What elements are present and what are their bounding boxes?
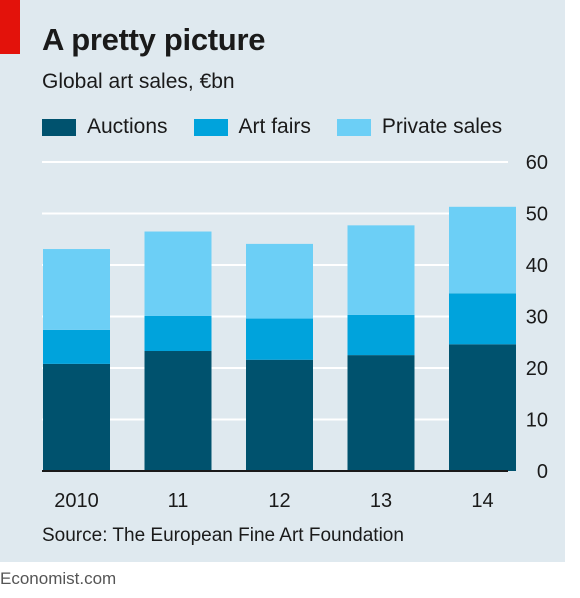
x-tick-label-12: 12 (268, 490, 290, 512)
legend-item-auctions: Auctions (42, 115, 168, 139)
brand-red-tag (0, 0, 20, 54)
bar-art-fairs-11 (144, 315, 212, 352)
bar-auctions-14 (449, 344, 516, 471)
y-tick-label-0: 0 (537, 461, 548, 483)
y-tick-label-20: 20 (526, 358, 548, 380)
legend-swatch-auctions (42, 118, 76, 136)
bar-private-sales-2010 (43, 249, 110, 330)
bar-private-sales-13 (347, 225, 415, 315)
chart-subtitle: Global art sales, €bn (42, 70, 235, 93)
legend-swatch-private-sales (336, 118, 371, 136)
bar-auctions-11 (144, 351, 212, 471)
bar-auctions-13 (347, 355, 415, 471)
bar-auctions-12 (246, 359, 313, 471)
y-tick-label-40: 40 (526, 255, 548, 277)
x-tick-label-14: 14 (471, 490, 493, 512)
bar-private-sales-14 (449, 206, 516, 294)
legend-label-private-sales: Private sales (381, 115, 503, 138)
y-tick-label-50: 50 (526, 204, 548, 226)
x-tick-label-13: 13 (370, 490, 392, 512)
bar-art-fairs-14 (449, 293, 516, 345)
bar-auctions-2010 (43, 363, 110, 471)
legend-item-art-fairs: Art fairs (193, 115, 311, 139)
bar-art-fairs-2010 (43, 329, 110, 364)
x-tick-label-11: 11 (168, 490, 189, 512)
legend-swatch-art-fairs (193, 118, 228, 136)
chart-title: A pretty picture (42, 22, 266, 57)
y-tick-label-60: 60 (526, 152, 548, 174)
y-tick-label-10: 10 (526, 410, 548, 432)
bar-art-fairs-12 (246, 318, 313, 360)
bar-private-sales-11 (144, 231, 212, 316)
footer-credit: Economist.com (0, 569, 117, 588)
legend: Auctions Art fairs Private sales (42, 112, 528, 142)
bar-art-fairs-13 (347, 314, 415, 356)
bar-private-sales-12 (246, 243, 313, 319)
source-note: Source: The European Fine Art Foundation (42, 525, 404, 546)
x-tick-label-2010: 2010 (54, 490, 99, 512)
y-tick-label-30: 30 (526, 307, 548, 329)
legend-item-private-sales: Private sales (336, 115, 503, 139)
legend-label-art-fairs: Art fairs (238, 115, 311, 138)
legend-label-auctions: Auctions (87, 115, 168, 138)
